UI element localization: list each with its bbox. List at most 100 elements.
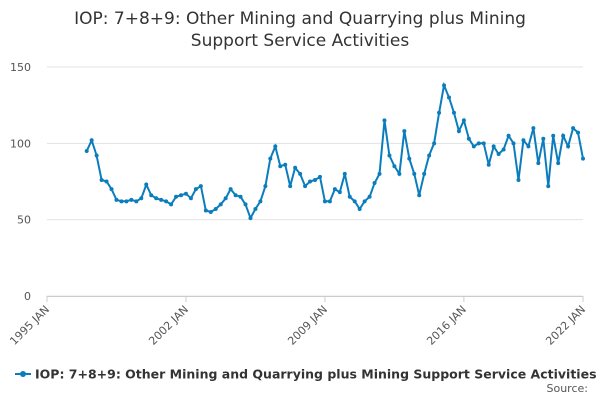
x-tick-label: 1995 JAN [7,303,52,348]
point [456,129,461,134]
point [258,199,263,204]
point [352,199,357,204]
point [94,153,99,158]
point [183,191,188,196]
point [164,199,169,204]
point [213,206,218,211]
point [144,182,149,187]
point [347,194,352,199]
point [273,144,278,149]
point [283,162,288,167]
point [566,144,571,149]
point [387,153,392,158]
point [367,194,372,199]
point [114,197,119,202]
point [496,152,501,157]
point [471,144,476,149]
point [119,199,124,204]
point [481,141,486,146]
point [218,202,223,207]
point [516,177,521,182]
point [308,179,313,184]
point [109,187,114,192]
point [501,147,506,152]
point [581,156,585,161]
point [541,136,546,141]
point [451,110,456,115]
point [417,193,422,198]
point [397,171,402,176]
point [531,126,536,131]
point [193,187,198,192]
point [561,133,566,138]
point [208,210,213,215]
point [427,153,432,158]
point [461,118,466,123]
chart-title: IOP: 7+8+9: Other Mining and Quarrying p… [74,9,526,51]
point [253,206,258,211]
point [84,148,89,153]
point [526,144,531,149]
point [248,216,253,221]
point [511,141,516,146]
point [442,83,447,88]
point [149,193,154,198]
point [327,199,332,204]
x-tick-label: 2009 JAN [285,303,330,348]
point [174,194,179,199]
point [402,129,407,134]
point [551,133,556,138]
point [357,206,362,211]
point [268,156,273,161]
point [278,164,283,169]
point [179,193,183,198]
point [382,118,387,123]
point [447,95,451,100]
x-tick-label: 2016 JAN [424,303,469,348]
source: Source: [547,382,589,395]
point [223,196,228,201]
y-tick-label: 0 [24,290,31,303]
point [129,197,134,202]
point [293,165,298,170]
point [576,130,581,135]
legend-label: IOP: 7+8+9: Other Mining and Quarrying p… [35,367,597,382]
y-tick-label: 100 [10,137,31,150]
x-tick-label: 2002 JAN [146,303,191,348]
point [298,171,303,176]
point [407,156,412,161]
point [263,184,268,189]
point [486,162,491,167]
point [476,141,481,146]
point [571,126,576,131]
point [322,199,327,204]
point [437,110,442,115]
point [337,190,342,195]
point [432,141,437,146]
point [546,184,551,189]
point [89,138,94,143]
point [491,144,496,149]
point [332,187,337,192]
x-tick-label: 2022 JAN [543,303,588,348]
point [392,164,397,169]
y-tick-label: 50 [17,214,31,227]
point [466,136,471,141]
legend-marker [20,371,26,377]
point [139,196,144,201]
point [243,202,248,207]
point [313,177,317,182]
point [412,171,417,176]
point [303,184,308,189]
point [342,171,347,176]
point [159,197,164,202]
y-tick-label: 150 [10,61,31,74]
point [188,196,193,201]
point [238,194,243,199]
point [169,202,174,207]
point [134,199,139,204]
point [288,184,293,189]
point [506,133,511,138]
point [372,181,377,186]
